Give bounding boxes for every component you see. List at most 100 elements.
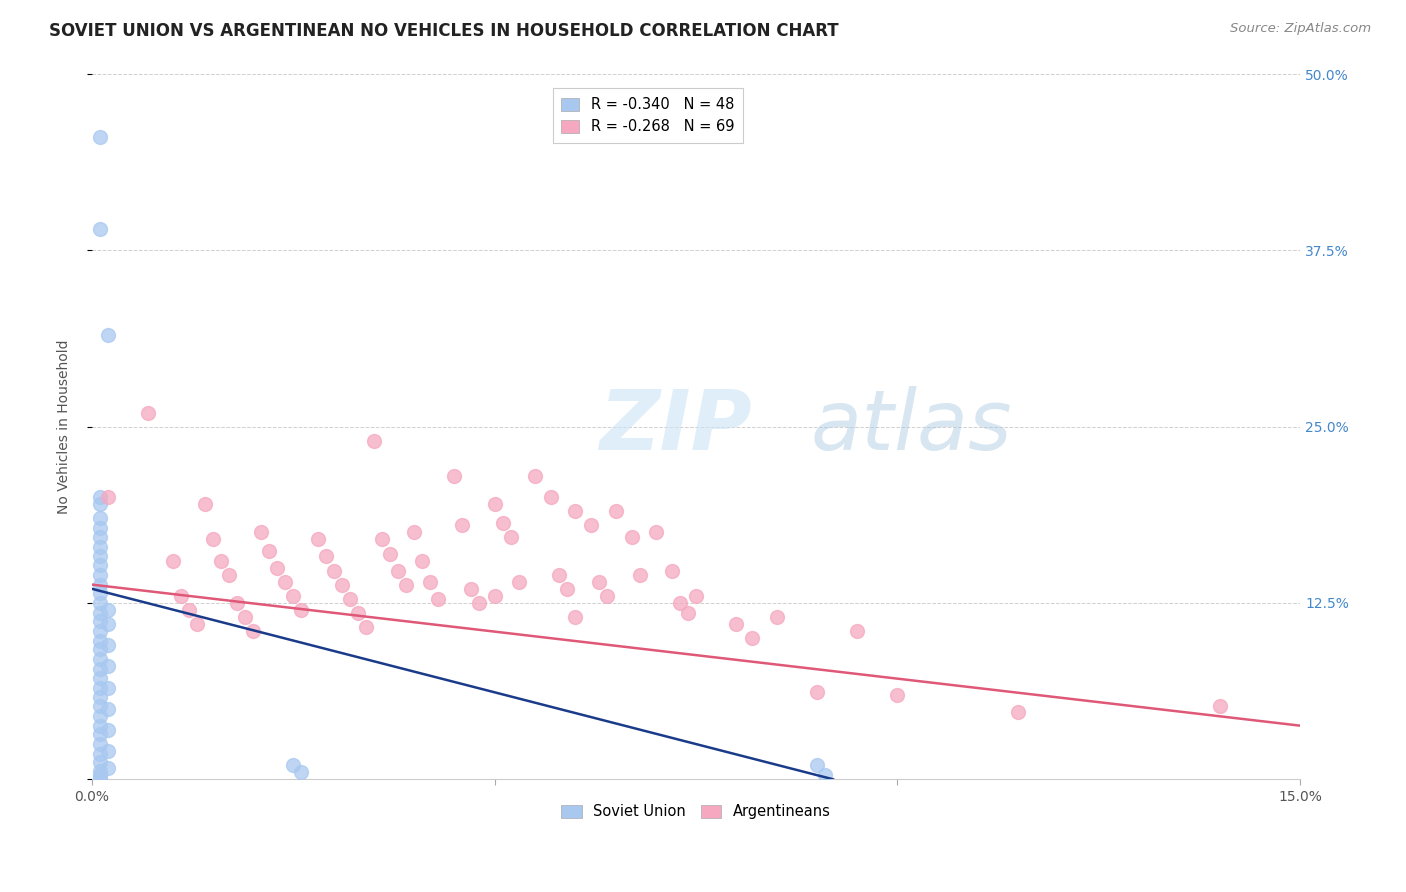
Text: atlas: atlas — [811, 386, 1012, 467]
Point — [669, 596, 692, 610]
Point — [89, 130, 111, 145]
Point — [765, 610, 787, 624]
Point — [741, 631, 763, 645]
Point — [378, 547, 401, 561]
Point — [89, 681, 111, 695]
Point — [411, 554, 433, 568]
Point — [89, 671, 111, 685]
Point — [363, 434, 385, 448]
Point — [1007, 705, 1029, 719]
Point — [89, 577, 111, 591]
Point — [218, 567, 240, 582]
Point — [814, 768, 837, 782]
Point — [540, 490, 562, 504]
Point — [685, 589, 707, 603]
Point — [89, 652, 111, 666]
Point — [89, 662, 111, 676]
Point — [89, 768, 111, 782]
Point — [387, 564, 409, 578]
Point — [322, 564, 344, 578]
Point — [346, 606, 368, 620]
Point — [250, 525, 273, 540]
Text: SOVIET UNION VS ARGENTINEAN NO VEHICLES IN HOUSEHOLD CORRELATION CHART: SOVIET UNION VS ARGENTINEAN NO VEHICLES … — [49, 22, 839, 40]
Point — [97, 761, 120, 775]
Point — [89, 596, 111, 610]
Point — [644, 525, 666, 540]
Point — [354, 620, 377, 634]
Point — [620, 530, 643, 544]
Point — [89, 540, 111, 554]
Point — [283, 589, 305, 603]
Point — [315, 549, 337, 564]
Point — [523, 469, 546, 483]
Point — [89, 690, 111, 705]
Point — [97, 744, 120, 758]
Point — [499, 530, 522, 544]
Point — [97, 617, 120, 632]
Point — [307, 533, 329, 547]
Legend: Soviet Union, Argentineans: Soviet Union, Argentineans — [555, 798, 837, 825]
Point — [564, 504, 586, 518]
Point — [89, 624, 111, 639]
Point — [177, 603, 200, 617]
Text: ZIP: ZIP — [599, 386, 752, 467]
Point — [233, 610, 256, 624]
Point — [242, 624, 264, 639]
Point — [97, 603, 120, 617]
Point — [209, 554, 232, 568]
Text: Source: ZipAtlas.com: Source: ZipAtlas.com — [1230, 22, 1371, 36]
Point — [484, 589, 506, 603]
Point — [846, 624, 869, 639]
Point — [548, 567, 571, 582]
Point — [371, 533, 394, 547]
Point — [508, 574, 530, 589]
Point — [427, 591, 450, 606]
Point — [162, 554, 184, 568]
Point — [596, 589, 619, 603]
Point — [419, 574, 441, 589]
Point — [97, 490, 120, 504]
Point — [274, 574, 297, 589]
Point — [89, 747, 111, 761]
Point — [257, 543, 280, 558]
Point — [97, 659, 120, 673]
Point — [97, 681, 120, 695]
Point — [581, 518, 603, 533]
Point — [89, 586, 111, 600]
Point — [404, 525, 426, 540]
Point — [492, 516, 515, 530]
Point — [97, 328, 120, 343]
Point — [89, 708, 111, 723]
Point — [1208, 698, 1230, 713]
Point — [443, 469, 465, 483]
Point — [886, 688, 908, 702]
Point — [89, 530, 111, 544]
Point — [283, 758, 305, 772]
Point — [467, 596, 489, 610]
Point — [676, 606, 699, 620]
Point — [605, 504, 627, 518]
Point — [661, 564, 683, 578]
Point — [395, 577, 418, 591]
Point — [194, 497, 217, 511]
Point — [451, 518, 474, 533]
Point — [89, 511, 111, 525]
Point — [588, 574, 610, 589]
Point — [89, 490, 111, 504]
Point — [226, 596, 249, 610]
Point — [89, 497, 111, 511]
Point — [330, 577, 353, 591]
Point — [564, 610, 586, 624]
Point — [89, 606, 111, 620]
Point — [89, 756, 111, 770]
Point — [89, 615, 111, 629]
Point — [266, 560, 288, 574]
Point — [339, 591, 361, 606]
Point — [186, 617, 208, 632]
Point — [89, 771, 111, 785]
Point — [290, 603, 312, 617]
Point — [97, 723, 120, 737]
Point — [89, 764, 111, 778]
Point — [290, 765, 312, 780]
Point — [138, 405, 160, 419]
